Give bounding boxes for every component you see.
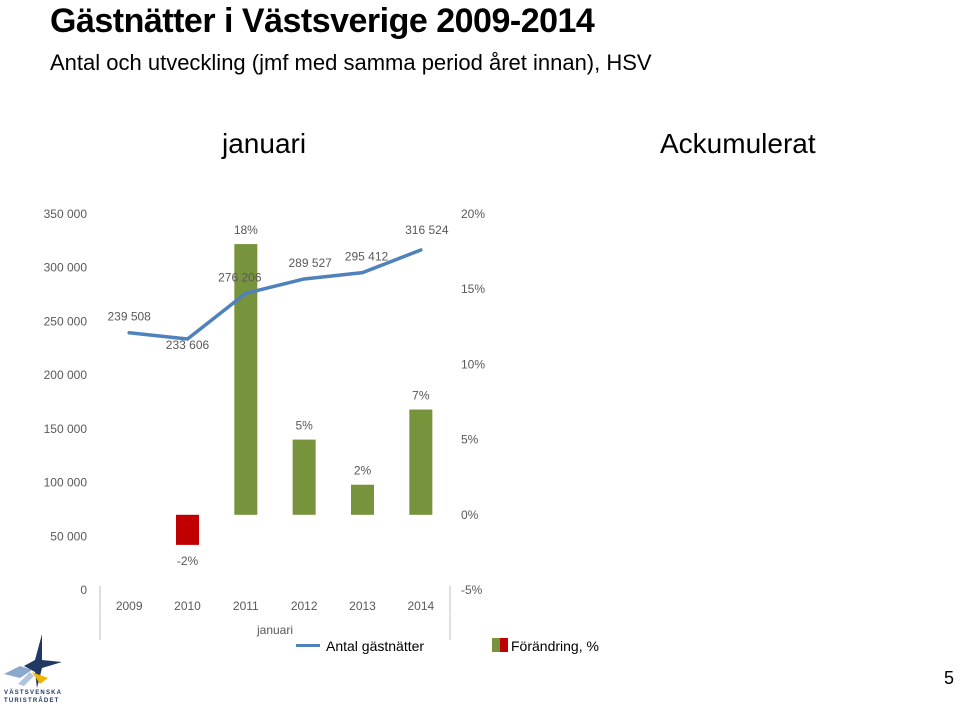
bar-data-label: 2% bbox=[354, 464, 372, 478]
page-number: 5 bbox=[944, 668, 955, 688]
y-tick-label-left: 150 000 bbox=[44, 422, 88, 436]
y-tick-label-left: 250 000 bbox=[44, 314, 88, 328]
line-data-label: 289 527 bbox=[288, 256, 332, 270]
x-tick-label: 2010 bbox=[174, 599, 201, 613]
y-tick-label-right: -5% bbox=[461, 583, 483, 597]
bar-change-2013 bbox=[351, 484, 374, 515]
y-tick-label-left: 100 000 bbox=[44, 476, 88, 490]
legend-bar-swatch-positive bbox=[492, 638, 500, 652]
panel-label-ackumulerat: Ackumulerat bbox=[660, 128, 816, 159]
page-subtitle: Antal och utveckling (jmf med samma peri… bbox=[50, 50, 652, 75]
line-series-gastnatter bbox=[127, 248, 423, 341]
chart-legend: Antal gästnätter Förändring, % bbox=[296, 636, 716, 658]
bar-data-label: 7% bbox=[412, 389, 430, 403]
x-tick-label: 2011 bbox=[233, 599, 259, 613]
bar-change-2011 bbox=[234, 244, 258, 515]
y-tick-label-left: 0 bbox=[80, 583, 87, 597]
x-tick-label: 2012 bbox=[291, 599, 318, 613]
bar-data-label: 18% bbox=[234, 223, 258, 237]
bar-change-2012 bbox=[292, 439, 316, 515]
logo-text-line2: TURISTRÅDET bbox=[4, 698, 60, 704]
y-tick-label-right: 5% bbox=[461, 433, 479, 447]
y-tick-label-right: 15% bbox=[461, 282, 485, 296]
y-tick-label-right: 10% bbox=[461, 357, 485, 371]
logo-text-line1: VÄSTSVENSKA bbox=[4, 690, 63, 696]
bar-data-label: 5% bbox=[295, 419, 313, 433]
page-title: Gästnätter i Västsverige 2009-2014 bbox=[50, 2, 595, 40]
line-data-label: 295 412 bbox=[345, 250, 389, 264]
y-tick-label-left: 300 000 bbox=[44, 261, 88, 275]
y-tick-label-left: 50 000 bbox=[50, 529, 87, 543]
y-tick-label-right: 20% bbox=[461, 207, 485, 221]
y-tick-label-right: 0% bbox=[461, 508, 479, 522]
y-tick-label-left: 350 000 bbox=[44, 207, 88, 221]
line-data-label: 233 606 bbox=[166, 338, 210, 352]
y-tick-label-left: 200 000 bbox=[44, 368, 88, 382]
compass-star-logo-icon bbox=[4, 634, 62, 688]
line-data-label: 316 524 bbox=[405, 223, 449, 237]
legend-bar-swatch-negative bbox=[500, 638, 508, 652]
legend-line-label: Antal gästnätter bbox=[326, 638, 425, 654]
x-tick-label: 2014 bbox=[407, 599, 434, 613]
line-data-label: 276 206 bbox=[218, 270, 262, 284]
x-tick-label: 2009 bbox=[116, 599, 143, 613]
bar-change-2014 bbox=[409, 409, 433, 515]
bar-change-2010 bbox=[176, 514, 199, 545]
combo-chart: 0 50 000 100 000 150 000 200 000 250 000 300 0… bbox=[44, 207, 485, 640]
legend-bar-label: Förändring, % bbox=[511, 638, 599, 654]
panel-label-januari: januari bbox=[222, 128, 307, 159]
bar-data-label: -2% bbox=[177, 554, 199, 568]
x-axis-label: januari bbox=[256, 623, 293, 637]
line-data-label: 239 508 bbox=[107, 310, 151, 324]
legend-line-swatch bbox=[296, 644, 320, 647]
x-tick-label: 2013 bbox=[349, 599, 376, 613]
